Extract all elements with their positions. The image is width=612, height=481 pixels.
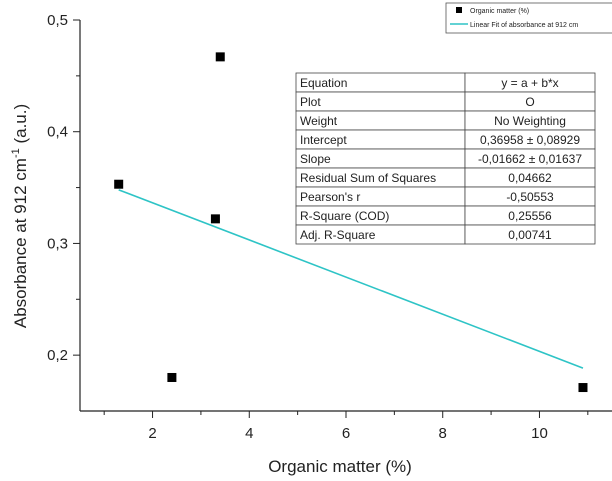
fit-line — [118, 189, 584, 369]
scatter-point — [578, 383, 588, 393]
fit-table-value: 0,36958 ± 0,08929 — [480, 133, 580, 147]
scatter-point — [114, 179, 124, 189]
y-axis-title-main: Absorbance at 912 cm — [11, 158, 30, 328]
legend-label-scatter: Organic matter (%) — [470, 8, 529, 15]
x-tick-label: 2 — [148, 425, 156, 442]
fit-table-value: y = a + b*x — [501, 76, 558, 90]
x-axis-title: Organic matter (%) — [268, 457, 412, 476]
fit-table-label: Adj. R-Square — [300, 228, 376, 242]
fit-table-label: Residual Sum of Squares — [300, 171, 436, 185]
fit-table-cell — [464, 224, 596, 245]
fit-table-value: -0,50553 — [506, 190, 554, 204]
fit-table-cell — [295, 91, 466, 112]
legend: Organic matter (%) Linear Fit of absorba… — [445, 2, 612, 34]
fit-table-value: 0,04662 — [508, 171, 552, 185]
x-tick-label: 10 — [531, 425, 548, 442]
fit-table-value: 0,00741 — [508, 228, 552, 242]
fit-table-label: Equation — [300, 76, 347, 90]
y-tick-label: 0,3 — [47, 235, 68, 252]
x-tick-label: 6 — [342, 425, 350, 442]
fit-table-label: Intercept — [300, 133, 347, 147]
fit-table-value: -0,01662 ± 0,01637 — [478, 152, 582, 166]
y-axis-title-unit: (a.u.) — [11, 104, 30, 148]
y-axis-title-superscript: -1 — [10, 148, 22, 158]
y-tick-label: 0,5 — [47, 12, 68, 29]
fit-table-label: Weight — [300, 114, 338, 128]
scatter-point — [210, 214, 220, 224]
scatter-point — [167, 372, 177, 382]
y-axis-title: Absorbance at 912 cm-1 (a.u.) — [10, 104, 30, 328]
fit-table-label: Pearson's r — [300, 190, 360, 204]
fit-table-value: O — [525, 95, 534, 109]
legend-label-fit: Linear Fit of absorbance at 912 cm — [470, 22, 578, 29]
fit-table-label: Plot — [300, 95, 321, 109]
fit-table-value: 0,25556 — [508, 209, 552, 223]
data-marks — [114, 52, 588, 393]
fit-table-value: No Weighting — [494, 114, 566, 128]
axis-ticks: 2 4 6 8 10 0,2 0,3 0,4 0,5 — [47, 12, 589, 442]
fit-table-label: R-Square (COD) — [300, 209, 389, 223]
scatter-point — [215, 52, 225, 62]
y-tick-label: 0,4 — [47, 124, 68, 141]
legend-box — [445, 2, 612, 34]
x-tick-label: 4 — [245, 425, 253, 442]
fit-table: Equation y = a + b*x Plot O Weight No Weighti… — [295, 72, 596, 245]
y-tick-label: 0,2 — [47, 347, 68, 364]
legend-square-marker — [456, 7, 462, 13]
fit-table-label: Slope — [300, 152, 331, 166]
x-tick-label: 8 — [439, 425, 447, 442]
